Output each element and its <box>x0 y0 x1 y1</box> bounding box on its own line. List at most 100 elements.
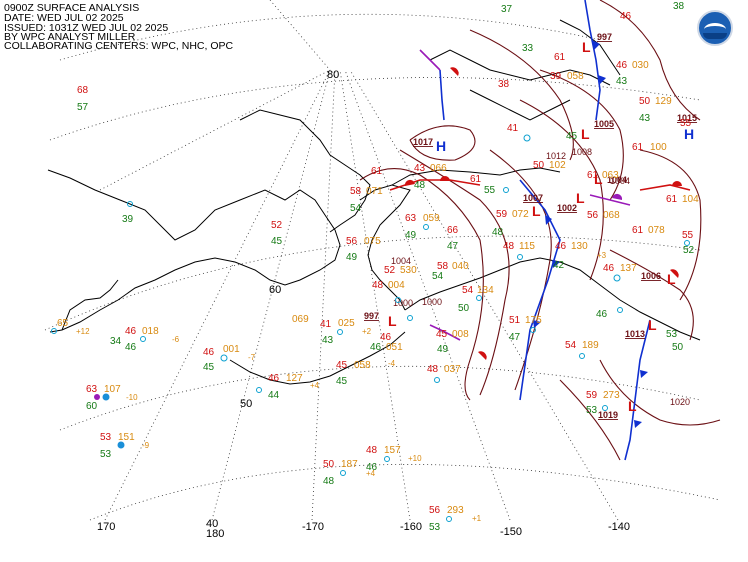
station-tendency: +10 <box>408 454 422 463</box>
isobar-h <box>609 249 694 341</box>
station-tendency: -10 <box>126 393 138 402</box>
station-plot: 61 100 <box>632 142 667 153</box>
station-plot: 59 072 <box>496 209 529 220</box>
station-marker <box>256 387 262 393</box>
station-dewpoint: 48 <box>414 180 426 191</box>
high-pressure-center: H 1015 <box>677 113 697 142</box>
station-dewpoint: 48 <box>323 476 335 487</box>
lon-m150-label: -150 <box>500 526 522 538</box>
station-plot: 68 57 <box>77 85 89 113</box>
occluded-front-3 <box>429 324 461 341</box>
station-marker <box>517 254 523 260</box>
station-temp: 56 <box>587 210 599 221</box>
isobar-j <box>559 379 621 461</box>
isobar-g <box>639 149 702 301</box>
station-temp: 46 <box>125 326 137 337</box>
station-plot: 56 068 <box>587 210 620 221</box>
station-temp: 63 <box>86 384 98 395</box>
station-plot: 59 53 273 <box>586 390 620 416</box>
warm-front-pip <box>478 351 487 360</box>
isobar-label: 1012 <box>546 151 566 161</box>
low-pressure-center: L 1019 <box>598 398 637 420</box>
station-pressure: 134 <box>477 285 494 296</box>
station-plot: 50 48 187 <box>323 459 358 487</box>
low-pressure-center: L 1005 <box>581 119 614 142</box>
station-temp: 61 <box>470 174 482 185</box>
station-pressure: 129 <box>655 96 672 107</box>
station-plot: 39 <box>122 201 134 225</box>
station-tendency: +4 <box>366 469 376 478</box>
station-pressure: 004 <box>388 280 405 291</box>
lon-top-1 <box>269 0 331 71</box>
station-dewpoint: 45 <box>271 236 283 247</box>
low-value: 997 <box>364 311 379 321</box>
station-marker <box>434 377 440 383</box>
high-pressure-center: H 1017 <box>413 137 446 154</box>
warm-front-2 <box>639 184 691 191</box>
station-plot: 46 <box>596 309 608 320</box>
station-dewpoint: 54 <box>432 271 444 282</box>
station-pressure: 066 <box>430 163 447 174</box>
station-pressure: 175 <box>525 315 542 326</box>
station-plot: 38 <box>673 1 685 12</box>
occluded-front-2 <box>419 49 441 71</box>
low-value: 997 <box>597 32 612 42</box>
lon-m170-label: -170 <box>302 521 324 533</box>
station-temp: 58 <box>437 261 449 272</box>
cold-front-4 <box>624 319 651 461</box>
station-pressure: 071 <box>366 186 383 197</box>
station-marker <box>503 187 509 193</box>
station-temp: 50 <box>323 459 335 470</box>
station-temp: 51 <box>509 315 521 326</box>
header-title: 0900Z SURFACE ANALYSIS <box>4 2 140 14</box>
isobar-a <box>359 168 484 401</box>
low-symbol: L <box>594 171 603 187</box>
low-symbol: L <box>628 398 637 414</box>
low-value: 1019 <box>598 410 618 420</box>
warm-front-pip <box>450 67 459 76</box>
occluded-front-1 <box>589 194 631 206</box>
station-dewpoint: 45 <box>566 131 578 142</box>
station-pressure: 058 <box>354 360 371 371</box>
station-plot: 66 <box>447 225 459 236</box>
station-marker <box>579 353 585 359</box>
isobar-c <box>489 149 552 391</box>
station-plot: 61 078 <box>632 225 665 236</box>
station-temp: 54 <box>462 285 474 296</box>
station-plot: 39 058 <box>550 71 584 82</box>
cold-front-pip <box>598 75 606 84</box>
isobar-i <box>599 359 721 426</box>
station-pressure: 078 <box>648 225 665 236</box>
station-plot: 46 46 051 <box>370 332 403 353</box>
station-marker <box>530 327 536 333</box>
station-pressure: 273 <box>603 390 620 401</box>
station-marker <box>384 456 390 462</box>
header-analyst: BY WPC ANALYST MILLER <box>4 31 136 43</box>
station-plot: -10 <box>126 393 138 402</box>
station-plot: 48 115 <box>503 241 535 252</box>
station-plot: 52 <box>683 245 695 256</box>
station-pressure: 040 <box>452 261 469 272</box>
isobar-label: 1020 <box>670 397 690 407</box>
station-plot: +2 <box>362 327 372 336</box>
fronts <box>389 0 691 461</box>
station-marker <box>407 315 413 321</box>
low-pressure-center: L 1002 <box>557 190 585 213</box>
pressure-centers: H 1017 H 1015 L 1005 L 997 L 1007 L 1002… <box>364 32 697 420</box>
isobar-k <box>599 0 701 121</box>
cold-front-pip <box>634 420 642 428</box>
station-temp: 41 <box>507 123 519 134</box>
station-plot: +4 <box>310 381 320 390</box>
low-value: 1006 <box>641 271 661 281</box>
isobar-label: 1008 <box>572 147 592 157</box>
station-markers <box>395 134 690 411</box>
cold-front-pip <box>592 40 600 50</box>
station-plot: 42 <box>553 260 565 271</box>
station-temp: 46 <box>616 60 628 71</box>
station-plot: 61 <box>470 174 482 185</box>
aleutian-chain <box>229 331 406 385</box>
station-marker <box>127 201 133 207</box>
station-temp: 59 <box>586 390 598 401</box>
station-temp: 46 <box>603 263 615 274</box>
station-plot: 54 189 <box>565 340 599 351</box>
